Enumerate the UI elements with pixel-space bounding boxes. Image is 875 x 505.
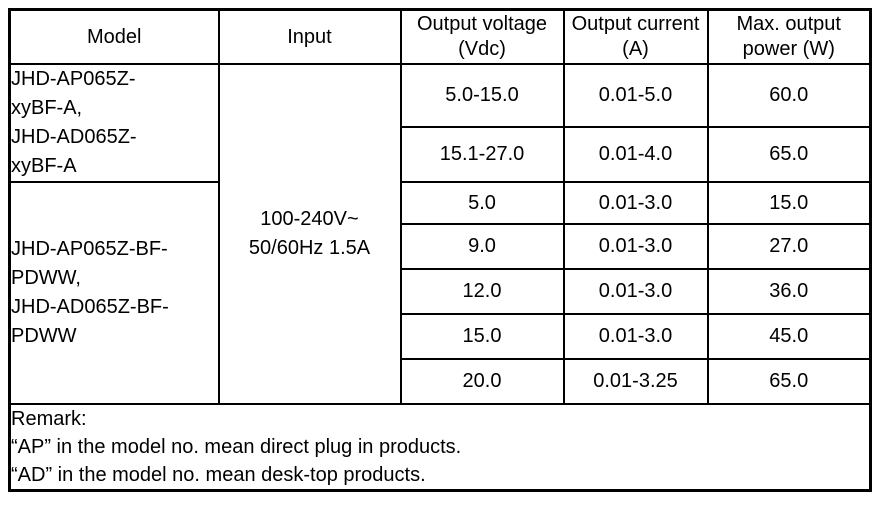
model-line: PDWW, [11, 267, 82, 289]
model-group-1-cell: JHD-AP065Z- xyBF-A, JHD-AD065Z- xyBF-A [8, 63, 220, 183]
power-cell: 27.0 [706, 223, 872, 270]
power-cell: 45.0 [706, 313, 872, 360]
remark-line-2: “AD” in the model no. mean desk-top prod… [11, 464, 426, 486]
model-line: xyBF-A, [11, 97, 83, 119]
model-line: JHD-AD065Z-BF- [11, 296, 169, 318]
voltage-cell: 15.0 [399, 313, 565, 360]
voltage-cell: 15.1-27.0 [399, 126, 565, 183]
table-row: 20.0 0.01-3.25 65.0 [10, 358, 872, 405]
voltage-cell: 12.0 [399, 268, 565, 315]
model-line: JHD-AD065Z- [11, 126, 137, 148]
current-cell: 0.01-3.0 [562, 181, 709, 225]
model-line: xyBF-A [11, 155, 77, 177]
table-row: 15.1-27.0 0.01-4.0 65.0 [10, 126, 872, 183]
current-cell: 0.01-3.0 [562, 268, 709, 315]
current-cell: 0.01-3.25 [562, 358, 709, 405]
table-row: JHD-AP065Z- xyBF-A, JHD-AD065Z- xyBF-A 1… [8, 62, 872, 405]
model-group-2-cell: JHD-AP065Z-BF- PDWW, JHD-AD065Z-BF- PDWW [8, 181, 220, 405]
remark-cell: Remark: “AP” in the model no. mean direc… [8, 403, 872, 492]
power-cell: 15.0 [706, 181, 872, 225]
model-line: JHD-AP065Z- [11, 68, 136, 90]
voltage-cell: 5.0 [399, 181, 565, 225]
current-cell: 0.01-3.0 [562, 313, 709, 360]
power-cell: 65.0 [706, 358, 872, 405]
input-line: 100-240V~ [260, 208, 359, 230]
model-line: JHD-AP065Z-BF- [11, 238, 168, 260]
col-header-power: Max. output power (W) [706, 8, 872, 65]
table-row: JHD-AP065Z-BF- PDWW, JHD-AD065Z-BF- PDWW… [8, 181, 872, 405]
power-cell: 36.0 [706, 268, 872, 315]
col-header-model: Model [8, 8, 220, 65]
table-row: 9.0 0.01-3.0 27.0 [10, 223, 872, 270]
current-cell: 0.01-3.0 [562, 223, 709, 270]
table-row: 12.0 0.01-3.0 36.0 [10, 268, 872, 315]
power-cell: 65.0 [706, 126, 872, 183]
header-row: Model Input Output voltage (Vdc) Output … [8, 8, 872, 65]
current-cell: 0.01-4.0 [562, 126, 709, 183]
voltage-cell: 20.0 [399, 358, 565, 405]
remark-line-1: “AP” in the model no. mean direct plug i… [11, 436, 462, 458]
col-header-voltage: Output voltage (Vdc) [399, 8, 565, 65]
voltage-cell: 5.0-15.0 [399, 62, 565, 129]
remark-row: Remark: “AP” in the model no. mean direc… [8, 403, 872, 492]
power-cell: 60.0 [706, 62, 872, 129]
col-header-current: Output current (A) [562, 8, 709, 65]
remark-title: Remark: [11, 408, 87, 430]
current-cell: 0.01-5.0 [562, 62, 709, 129]
model-line: PDWW [11, 325, 77, 347]
voltage-cell: 9.0 [399, 223, 565, 270]
spec-table: Model Input Output voltage (Vdc) Output … [8, 8, 872, 492]
col-header-input: Input [217, 8, 402, 65]
table-row: 15.0 0.01-3.0 45.0 [10, 313, 872, 360]
input-cell: 100-240V~ 50/60Hz 1.5A [217, 63, 402, 405]
input-line: 50/60Hz 1.5A [248, 237, 371, 259]
